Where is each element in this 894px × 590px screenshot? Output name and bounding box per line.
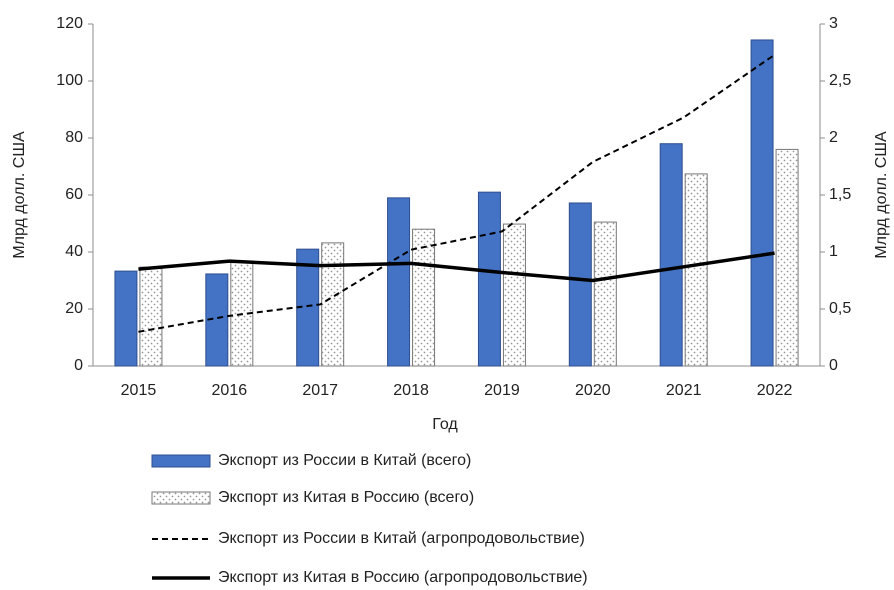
legend-swatch (151, 491, 211, 505)
y-tick-label: 0 (74, 357, 83, 374)
bar (568, 202, 592, 367)
x-tick-label: 2022 (757, 382, 793, 399)
line (138, 251, 775, 283)
legend-label: Экспорт из России в Китай (агропродоволь… (218, 530, 585, 547)
bar (139, 266, 163, 367)
x-tick-label: 2016 (212, 382, 248, 399)
y-axis-label: Млрд долл. США (11, 131, 28, 259)
bar (477, 191, 501, 367)
bar (775, 148, 799, 367)
y2-axis-label: Млрд долл. США (873, 131, 890, 259)
x-tick-label: 2021 (666, 382, 702, 399)
legend-label: Экспорт из России в Китай (всего) (218, 452, 471, 469)
x-tick-label: 2020 (575, 382, 611, 399)
bar (387, 197, 411, 367)
y-tick-label: 80 (65, 129, 83, 146)
y2-tick-label: 1 (829, 243, 838, 260)
bar (684, 173, 708, 367)
bar (114, 270, 138, 367)
y-tick-label: 40 (65, 243, 83, 260)
bar (321, 242, 345, 367)
x-tick-label: 2019 (484, 382, 520, 399)
y-tick-label: 20 (65, 300, 83, 317)
x-tick-label: 2017 (302, 382, 338, 399)
y2-tick-label: 1,5 (829, 186, 851, 203)
bar (593, 221, 617, 367)
bar (659, 143, 683, 367)
x-tick-label: 2015 (121, 382, 157, 399)
x-tick-label: 2018 (393, 382, 429, 399)
bar (205, 273, 229, 367)
bar (502, 223, 526, 367)
y2-tick-label: 0,5 (829, 300, 851, 317)
legend-swatch (151, 454, 211, 468)
y2-tick-label: 3 (829, 15, 838, 32)
line (138, 53, 776, 333)
legend-label: Экспорт из Китая в Россию (всего) (218, 489, 474, 506)
y-tick-label: 100 (56, 72, 83, 89)
y2-tick-label: 0 (829, 357, 838, 374)
legend-label: Экспорт из Китая в Россию (агропродоволь… (218, 569, 588, 586)
y2-tick-label: 2,5 (829, 72, 851, 89)
bar (750, 39, 774, 367)
y-tick-label: 120 (56, 15, 83, 32)
x-axis-label: Год (432, 416, 458, 433)
y-tick-label: 60 (65, 186, 83, 203)
y2-tick-label: 2 (829, 129, 838, 146)
